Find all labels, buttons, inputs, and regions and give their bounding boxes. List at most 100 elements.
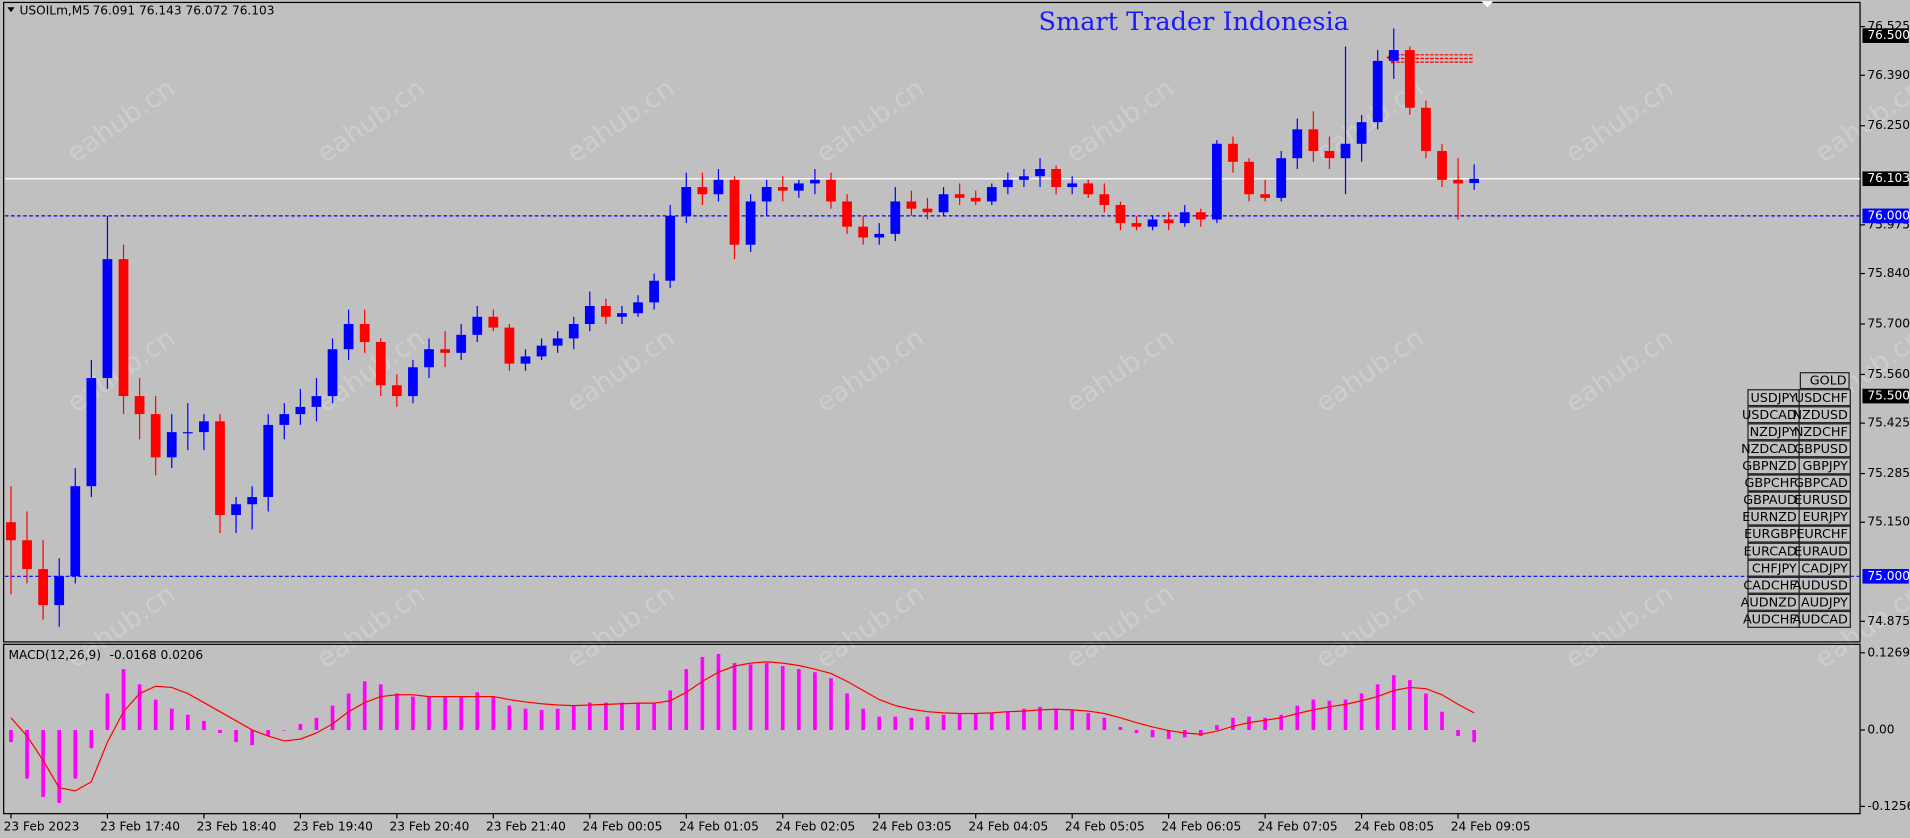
macd-bar xyxy=(587,702,592,730)
candle-body xyxy=(1099,194,1110,206)
symbol-button[interactable]: CADCHF xyxy=(1743,576,1800,594)
symbol-button[interactable]: NZDJPY xyxy=(1747,423,1800,441)
candle-body xyxy=(295,406,306,415)
symbol-button[interactable]: EURCHF xyxy=(1796,525,1851,543)
macd-bar xyxy=(443,696,447,730)
macd-bar xyxy=(250,729,254,746)
macd-bar xyxy=(298,723,303,730)
candle-body xyxy=(536,345,547,357)
symbol-button[interactable]: GBPCAD xyxy=(1794,474,1851,492)
macd-bar xyxy=(1231,717,1235,730)
symbol-button[interactable]: USDJPY xyxy=(1747,389,1800,407)
menu-triangle[interactable] xyxy=(7,7,15,13)
macd-bar xyxy=(362,681,367,730)
button-frame xyxy=(1798,525,1851,543)
candle-body xyxy=(1228,143,1238,162)
button-label: AUDNZD xyxy=(1741,595,1797,610)
symbol-button[interactable]: AUDUSD xyxy=(1793,576,1851,594)
candle-body xyxy=(649,280,659,303)
macd-bar xyxy=(1006,711,1010,730)
macd-bar xyxy=(604,702,608,730)
macd-bar xyxy=(684,669,689,730)
candle-body xyxy=(1083,183,1094,195)
symbol-button[interactable]: EURNZD xyxy=(1742,508,1800,526)
symbol-button[interactable]: EURAUD xyxy=(1794,542,1851,560)
candle-body xyxy=(86,378,97,487)
candle-body xyxy=(102,259,113,379)
symbol-button[interactable]: GBPUSD xyxy=(1794,440,1851,458)
x-tick-label: 24 Feb 05:05 xyxy=(1065,820,1145,834)
button-frame xyxy=(1798,406,1851,424)
button-label: EURCHF xyxy=(1796,527,1848,542)
y-tick-label: 75.700 xyxy=(1867,316,1910,330)
symbol-label: USOILm,M5 xyxy=(19,3,90,17)
candle-body xyxy=(391,385,402,397)
button-label: USDJPY xyxy=(1750,391,1796,406)
macd-bar xyxy=(973,714,978,730)
level-box xyxy=(1862,568,1909,584)
symbol-button[interactable]: EURJPY xyxy=(1798,508,1851,526)
x-tick-label: 23 Feb 19:40 xyxy=(293,820,373,834)
y-tick-label: 74.875 xyxy=(1867,614,1910,628)
button-label: AUDCAD xyxy=(1792,612,1848,627)
symbol-button[interactable]: AUDCHF xyxy=(1743,610,1800,628)
symbol-button[interactable]: NZDUSD xyxy=(1792,406,1851,424)
symbol-button[interactable]: CHFJPY xyxy=(1747,559,1800,577)
symbol-button[interactable]: GBPAUD xyxy=(1743,491,1800,509)
symbol-button[interactable]: NZDCAD xyxy=(1741,440,1800,458)
candle-body xyxy=(375,342,386,386)
macd-bar xyxy=(1408,680,1412,730)
y-tick-label: 75.285 xyxy=(1867,466,1910,480)
candle-body xyxy=(1340,143,1351,159)
candle-body xyxy=(761,187,772,202)
symbol-button[interactable]: GBPJPY xyxy=(1798,457,1851,475)
candle-body xyxy=(150,414,161,458)
symbol-button[interactable]: AUDCAD xyxy=(1792,610,1851,628)
macd-bar xyxy=(764,663,769,730)
candle-body xyxy=(1421,107,1431,151)
x-tick-label: 24 Feb 07:05 xyxy=(1258,820,1338,834)
symbol-button[interactable]: AUDJPY xyxy=(1798,593,1851,611)
button-label: AUDUSD xyxy=(1793,578,1848,593)
macd-bar xyxy=(137,684,142,730)
candle-body xyxy=(552,338,563,346)
x-tick-label: 24 Feb 03:05 xyxy=(872,820,952,834)
macd-bar xyxy=(716,653,721,730)
candle-body xyxy=(1067,183,1078,188)
macd-bar xyxy=(636,702,640,730)
candle-body xyxy=(1276,158,1287,198)
button-frame xyxy=(1798,610,1851,628)
symbol-button[interactable]: GBPCHF xyxy=(1744,474,1800,492)
symbol-button[interactable]: NZDCHF xyxy=(1794,423,1851,441)
symbol-button[interactable]: USDCHF xyxy=(1795,389,1851,407)
candle-body xyxy=(424,349,434,368)
symbol-button[interactable]: EURGBP xyxy=(1744,525,1800,543)
symbol-button[interactable]: GOLD xyxy=(1799,372,1850,390)
symbol-button[interactable]: EURCAD xyxy=(1744,542,1800,560)
button-label: EURJPY xyxy=(1803,510,1848,525)
candle-body xyxy=(1308,129,1319,151)
macd-bar xyxy=(121,669,126,730)
macd-bar xyxy=(427,696,431,730)
symbol-button[interactable]: AUDNZD xyxy=(1741,593,1800,611)
macd-bar xyxy=(1022,708,1026,730)
button-frame xyxy=(1798,423,1851,441)
candle-body xyxy=(584,305,595,324)
candle-body xyxy=(231,504,241,516)
symbol-button[interactable]: USDCAD xyxy=(1742,406,1800,424)
macd-bar xyxy=(652,702,656,730)
symbol-button[interactable]: EURUSD xyxy=(1794,491,1851,509)
macd-bar xyxy=(395,693,399,730)
y-tick-label: 0.1269 xyxy=(1867,645,1910,659)
symbol-button[interactable]: GBPNZD xyxy=(1742,457,1800,475)
x-tick-label: 24 Feb 00:05 xyxy=(583,820,663,834)
level-box xyxy=(1862,28,1909,43)
button-label: GBPJPY xyxy=(1803,459,1849,474)
symbol-button[interactable]: CADJPY xyxy=(1798,559,1851,577)
candle-body xyxy=(1324,150,1335,159)
button-label: GBPCAD xyxy=(1794,476,1848,491)
macd-bar xyxy=(330,705,335,730)
